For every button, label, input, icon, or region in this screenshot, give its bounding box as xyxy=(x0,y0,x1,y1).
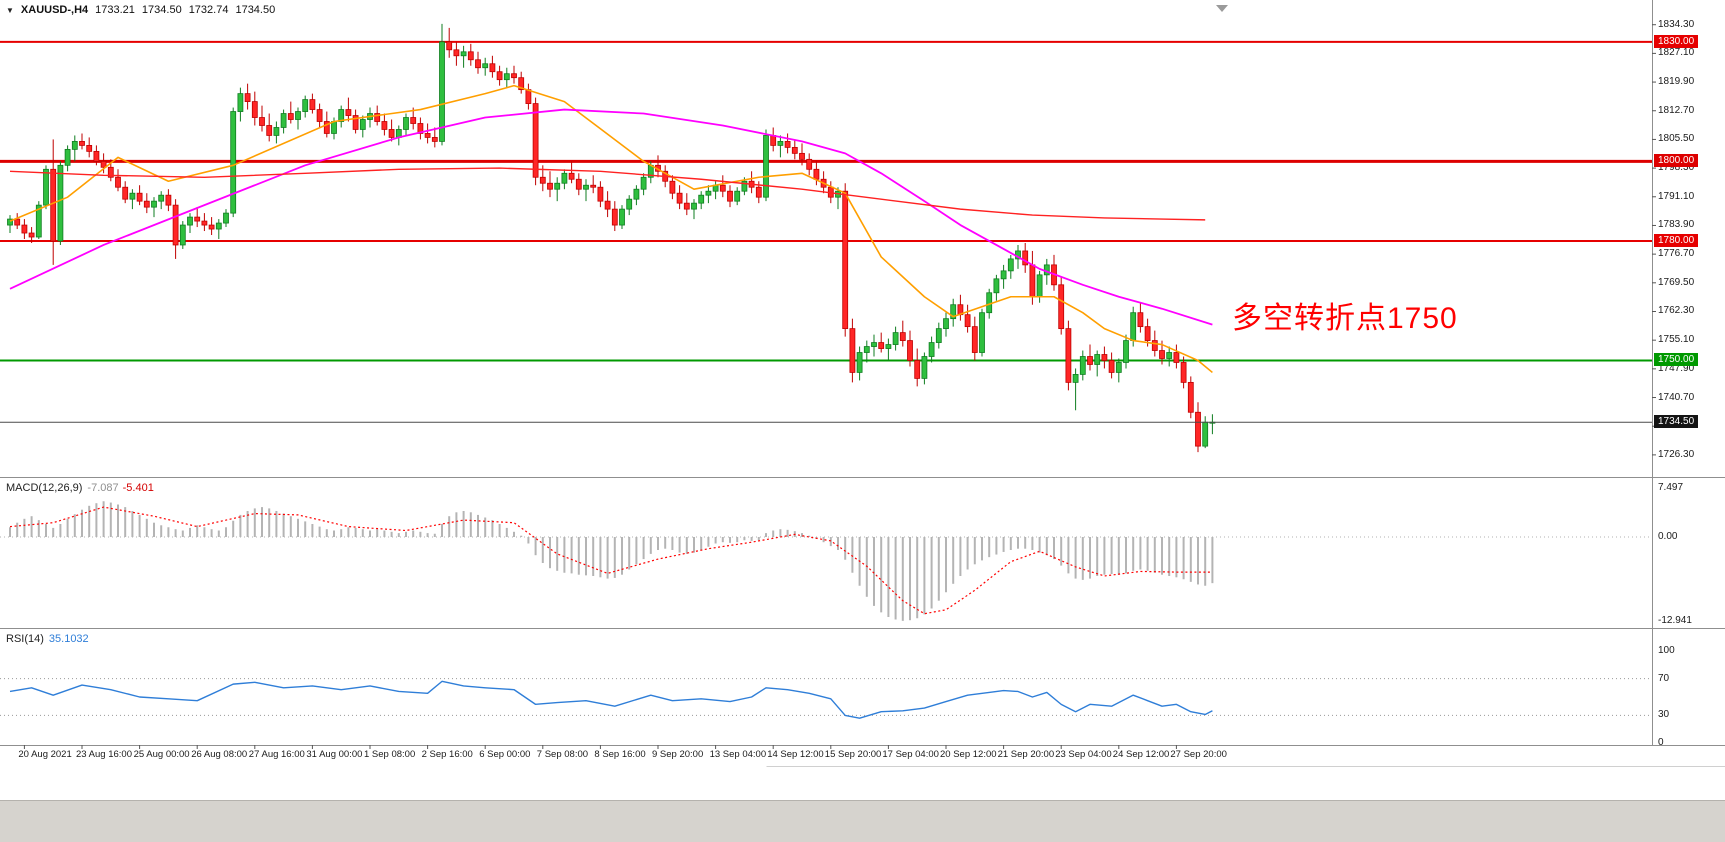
chart-ohlc-header: ▼ XAUUSD-,H4 1733.21 1734.50 1732.74 173… xyxy=(6,4,275,16)
macd-title: MACD(12,26,9) xyxy=(6,482,83,494)
price-axis-label: 1762.30 xyxy=(1658,305,1695,317)
chart-shift-marker-icon xyxy=(1216,5,1228,12)
time-axis-label: 26 Aug 08:00 xyxy=(191,749,248,760)
hline-price-tag: 1800.00 xyxy=(1654,154,1699,168)
ma-mid-magenta xyxy=(9,108,1213,326)
time-axis-label: 17 Sep 04:00 xyxy=(882,749,939,760)
time-axis-label: 23 Aug 16:00 xyxy=(76,749,132,760)
macd-indicator-label: MACD(12,26,9) -7.087 -5.401 xyxy=(6,482,154,494)
time-axis-label: 31 Aug 00:00 xyxy=(306,749,363,760)
hline-price-tag: 1830.00 xyxy=(1654,34,1699,48)
time-axis-label: 20 Aug 2021 xyxy=(18,749,72,760)
price-axis-label: 1776.70 xyxy=(1658,248,1695,260)
rsi-axis-label: 100 xyxy=(1658,645,1675,656)
price-axis-label: 1791.10 xyxy=(1658,190,1695,202)
ohlc-close-value: 1734.50 xyxy=(235,4,276,16)
time-axis-label: 15 Sep 20:00 xyxy=(824,749,882,760)
macd-histogram xyxy=(9,501,1214,621)
time-axis-label: 20 Sep 12:00 xyxy=(940,749,997,760)
ma-slow-red xyxy=(9,167,1206,221)
annotation-text[interactable]: 多空转折点1750 xyxy=(1232,302,1458,335)
macd-axis-label: 0.00 xyxy=(1658,531,1678,542)
current-price-tag: 1734.50 xyxy=(1654,415,1699,429)
ohlc-low-value: 1732.74 xyxy=(188,4,229,16)
price-axis-label: 1755.10 xyxy=(1658,334,1695,346)
hline-price-tag: 1780.00 xyxy=(1654,233,1699,247)
time-axis-label: 6 Sep 00:00 xyxy=(479,749,531,760)
symbol-timeframe-label: XAUUSD-,H4 xyxy=(20,4,89,16)
price-axis-label: 1769.50 xyxy=(1658,276,1695,288)
hline-price-tag: 1750.00 xyxy=(1654,353,1699,367)
rsi-indicator-label: RSI(14) 35.1032 xyxy=(6,633,89,645)
price-axis-label: 1827.10 xyxy=(1658,47,1695,59)
price-axis-label: 1740.70 xyxy=(1658,391,1695,403)
hline-objects xyxy=(0,40,1652,362)
rsi-title: RSI(14) xyxy=(6,633,44,645)
time-axis-label: 23 Sep 04:00 xyxy=(1055,749,1112,760)
price-axis-label: 1783.90 xyxy=(1658,219,1695,231)
rsi-line xyxy=(9,680,1213,719)
time-axis-label: 27 Aug 16:00 xyxy=(248,749,305,760)
macd-main-value: -7.087 xyxy=(87,482,119,494)
price-axis-label: 1726.30 xyxy=(1658,448,1695,460)
time-axis-label: 14 Sep 12:00 xyxy=(767,749,824,760)
price-axis-label: 1834.30 xyxy=(1658,18,1695,30)
price-axis-label: 1805.50 xyxy=(1658,133,1695,145)
rsi-axis-label: 70 xyxy=(1658,672,1670,684)
time-axis-label: 7 Sep 08:00 xyxy=(536,749,589,760)
price-axis-label: 1819.90 xyxy=(1658,76,1695,88)
candlestick-series xyxy=(7,23,1216,453)
time-axis-label: 1 Sep 08:00 xyxy=(364,749,416,760)
macd-axis-label: -12.941 xyxy=(1658,615,1692,627)
symbol-collapse-icon[interactable]: ▼ xyxy=(6,5,14,15)
ohlc-high-value: 1734.50 xyxy=(141,4,182,16)
time-axis-label: 9 Sep 20:00 xyxy=(652,749,704,760)
time-axis-label: 27 Sep 20:00 xyxy=(1170,749,1227,760)
time-axis-label: 25 Aug 00:00 xyxy=(133,749,190,760)
ma-fast-orange xyxy=(9,84,1213,374)
macd-signal-value: -5.401 xyxy=(122,482,154,494)
time-axis-label: 8 Sep 16:00 xyxy=(594,749,646,760)
ohlc-open-value: 1733.21 xyxy=(95,4,135,16)
macd-axis-label: 7.497 xyxy=(1658,482,1684,494)
rsi-axis-label: 0 xyxy=(1658,737,1664,748)
time-axis-label: 13 Sep 04:00 xyxy=(709,749,767,760)
macd-signal-line xyxy=(9,506,1213,615)
price-axis-label: 1747.90 xyxy=(1658,362,1695,374)
rsi-value: 35.1032 xyxy=(48,633,89,645)
time-axis-label: 21 Sep 20:00 xyxy=(997,749,1055,760)
time-axis-label: 24 Sep 12:00 xyxy=(1112,749,1170,760)
price-axis-label: 1812.70 xyxy=(1658,104,1695,116)
time-axis-label: 2 Sep 16:00 xyxy=(421,749,473,760)
price-axis-label: 1798.30 xyxy=(1658,162,1695,174)
rsi-axis-label: 30 xyxy=(1658,709,1670,721)
footer-bar xyxy=(0,800,1725,842)
